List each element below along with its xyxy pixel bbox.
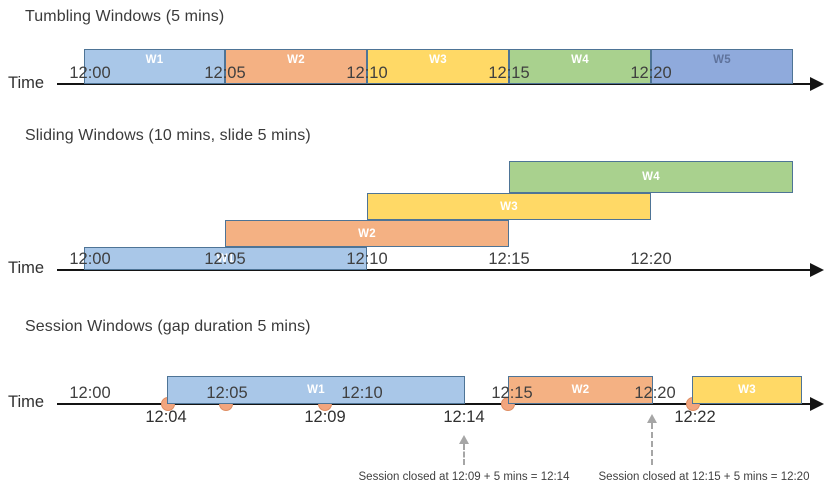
window-bar-w3: W3	[692, 376, 802, 404]
window-bar-w2: W2	[225, 49, 367, 84]
window-label-w3: W3	[429, 54, 447, 66]
dashed-arrow-line	[463, 444, 465, 465]
window-label-w4: W4	[642, 171, 660, 183]
window-label-w2: W2	[358, 227, 376, 240]
tumbling-axis-arrowhead-icon	[810, 76, 824, 91]
window-bar-w1: W1	[167, 376, 465, 404]
axis-tick-label: 12:20	[630, 64, 672, 82]
sliding-time-axis-label: Time	[8, 259, 45, 277]
session-closed-annotation: Session closed at 12:09 + 5 mins = 12:14	[358, 471, 570, 483]
window-bar-w4: W4	[509, 161, 793, 193]
window-label-w3: W3	[500, 200, 518, 213]
window-label-w1: W1	[307, 384, 325, 396]
window-label-w2: W2	[287, 54, 305, 66]
window-label-w3: W3	[738, 384, 756, 396]
window-bar-w2: W2	[225, 220, 509, 247]
tumbling-time-axis-label: Time	[8, 74, 45, 92]
sliding-axis-arrowhead-icon	[810, 262, 824, 277]
axis-tick-label: 12:15	[488, 250, 530, 268]
window-label-w1: W1	[145, 54, 164, 66]
axis-tick-label: 12:10	[346, 250, 388, 268]
window-label-w5: W5	[713, 54, 731, 66]
axis-tick-label: 12:20	[634, 384, 676, 402]
window-bar-w4: W4	[509, 49, 651, 84]
event-time-label: 12:09	[304, 408, 346, 426]
axis-tick-label: 12:10	[341, 384, 383, 402]
window-bar-w3: W3	[367, 49, 509, 84]
axis-tick-label: 12:15	[491, 384, 533, 402]
axis-tick-label: 12:00	[69, 384, 111, 402]
dashed-arrow-head-icon	[647, 414, 657, 423]
window-label-w1: W1	[216, 252, 235, 265]
dashed-arrow-line	[651, 423, 653, 465]
session-closed-annotation: Session closed at 12:15 + 5 mins = 12:20	[598, 471, 810, 483]
axis-tick-label: 12:05	[204, 64, 246, 82]
sliding-section-title: Sliding Windows (10 mins, slide 5 mins)	[25, 127, 311, 144]
event-time-label: 12:14	[443, 408, 485, 426]
event-time-label: 12:04	[145, 408, 187, 426]
session-section-title: Session Windows (gap duration 5 mins)	[25, 318, 311, 335]
sliding-time-axis	[57, 269, 813, 272]
tumbling-time-axis	[57, 83, 813, 86]
window-label-w2: W2	[571, 384, 590, 396]
session-time-axis-label: Time	[8, 393, 45, 411]
axis-tick-label: 12:10	[346, 64, 388, 82]
session-axis-arrowhead-icon	[810, 396, 824, 411]
window-bar-w1: W1	[84, 49, 225, 84]
axis-tick-label: 12:00	[69, 64, 111, 82]
window-label-w4: W4	[571, 54, 589, 66]
axis-tick-label: 12:00	[69, 250, 111, 268]
window-bar-w2: W2	[508, 376, 653, 404]
session-time-axis	[57, 403, 813, 406]
axis-tick-label: 12:05	[204, 250, 246, 268]
tumbling-section-title: Tumbling Windows (5 mins)	[25, 8, 225, 25]
axis-tick-label: 12:15	[488, 64, 530, 82]
window-bar-w3: W3	[367, 193, 651, 220]
dashed-arrow-head-icon	[459, 435, 469, 444]
window-bar-w1: W1	[84, 247, 367, 270]
axis-tick-label: 12:20	[630, 250, 672, 268]
window-bar-w5: W5	[651, 49, 793, 84]
event-time-label: 12:22	[674, 408, 716, 426]
axis-tick-label: 12:05	[206, 384, 248, 402]
